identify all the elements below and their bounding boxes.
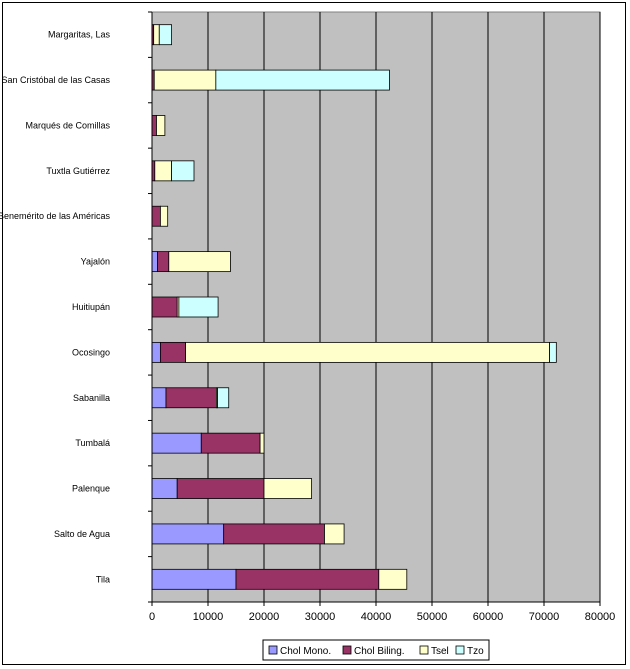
category-label: San Cristóbal de las Casas bbox=[1, 75, 110, 85]
bar-segment bbox=[165, 387, 217, 409]
category-label: Tuxtla Gutiérrez bbox=[46, 166, 110, 176]
bar-segment bbox=[200, 432, 261, 454]
bar-segment bbox=[151, 251, 158, 273]
bar-segment bbox=[168, 251, 231, 273]
category-label: Tumbalá bbox=[75, 438, 110, 448]
bar-segment bbox=[185, 341, 551, 363]
bar-segment bbox=[158, 24, 172, 46]
legend: Chol Mono. Chol Biling. Tsel Tzo bbox=[262, 639, 490, 661]
x-tick-label: 10000 bbox=[193, 611, 224, 623]
bar-segment bbox=[178, 296, 219, 318]
bar-segment bbox=[215, 69, 390, 91]
bar-segment bbox=[217, 387, 230, 409]
bar-segment bbox=[176, 478, 265, 499]
bar-segment bbox=[153, 24, 160, 46]
x-tick-label: 80000 bbox=[585, 611, 616, 623]
legend-label: Tsel bbox=[431, 646, 449, 657]
legend-label: Chol Mono. bbox=[280, 646, 331, 657]
category-label: Tila bbox=[96, 574, 110, 584]
legend-swatch bbox=[268, 645, 278, 655]
bar-segment bbox=[151, 568, 237, 590]
bar-segment bbox=[151, 296, 178, 318]
bar-segment bbox=[157, 251, 170, 273]
legend-swatch bbox=[419, 645, 429, 655]
x-tick-label: 70000 bbox=[529, 611, 560, 623]
bar-segment bbox=[151, 432, 202, 454]
category-label: Huitiupán bbox=[72, 302, 110, 312]
bar-segment bbox=[159, 205, 169, 227]
bar-segment bbox=[259, 432, 265, 454]
bar-segment bbox=[235, 568, 380, 590]
legend-swatch bbox=[342, 645, 352, 655]
bar-segment bbox=[153, 69, 217, 91]
legend-label: Chol Biling. bbox=[354, 646, 405, 657]
bar-segment bbox=[324, 523, 345, 545]
bar-segment bbox=[378, 568, 408, 590]
bar-segment bbox=[151, 523, 225, 545]
x-tick-label: 20000 bbox=[249, 611, 280, 623]
bar-segment bbox=[151, 341, 161, 363]
bar-segment bbox=[263, 478, 312, 499]
bar-segment bbox=[151, 387, 167, 409]
category-label: Benemérito de las Américas bbox=[0, 211, 110, 221]
category-label: Salto de Agua bbox=[54, 529, 110, 539]
category-label: Sabanilla bbox=[73, 393, 110, 403]
bar-segment bbox=[151, 205, 161, 227]
category-label: Palenque bbox=[72, 484, 110, 494]
bar-segment bbox=[156, 115, 166, 136]
category-label: Marqués de Comillas bbox=[25, 120, 110, 130]
bar-segment bbox=[151, 478, 178, 499]
bar-segment bbox=[223, 523, 325, 545]
bar-segment bbox=[151, 115, 157, 136]
bar-segment bbox=[159, 341, 186, 363]
x-tick-label: 30000 bbox=[305, 611, 336, 623]
category-labels: Margaritas, Las San Cristóbal de las Casa… bbox=[0, 30, 110, 585]
category-label: Margaritas, Las bbox=[48, 30, 111, 40]
x-tick-label: 50000 bbox=[417, 611, 448, 623]
category-label: Yajalón bbox=[81, 257, 110, 267]
x-tick-label: 0 bbox=[149, 611, 155, 623]
legend-box bbox=[262, 639, 490, 661]
category-label: Ocosingo bbox=[72, 347, 110, 357]
value-tick-labels: 0 10000 20000 30000 40000 50000 60000 70000 8000… bbox=[149, 611, 615, 623]
bar-segment bbox=[154, 160, 173, 182]
legend-swatch bbox=[455, 645, 465, 655]
legend-label: Tzo bbox=[467, 646, 484, 657]
bar-segment bbox=[171, 160, 195, 182]
bar-segment bbox=[549, 341, 557, 363]
x-tick-label: 60000 bbox=[473, 611, 504, 623]
x-tick-label: 40000 bbox=[361, 611, 392, 623]
